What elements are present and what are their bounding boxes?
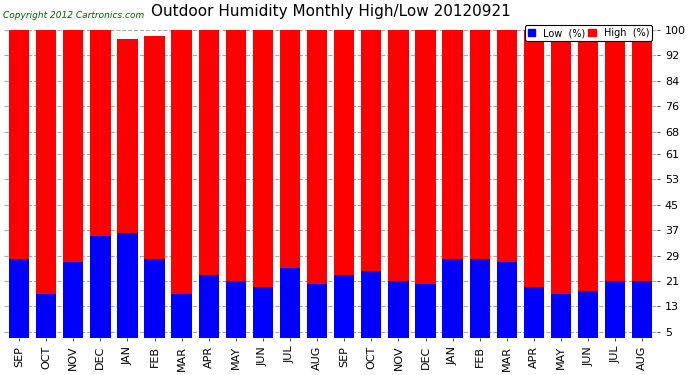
Bar [388,30,408,348]
Bar [253,30,273,348]
Bar [605,281,625,348]
Bar [226,281,246,348]
Bar [63,30,83,348]
Bar [199,30,219,348]
Bar [415,284,435,348]
Bar [578,30,598,348]
Bar [117,39,137,348]
Bar [605,30,625,348]
Bar [199,274,219,348]
Bar [361,30,382,348]
Bar [388,281,408,348]
Bar [253,287,273,348]
Bar [307,30,327,348]
Bar [415,30,435,348]
Bar [632,30,653,348]
Bar [226,30,246,348]
Bar [307,284,327,348]
Bar [361,272,382,348]
Bar [9,30,29,348]
Bar [334,30,355,348]
Bar [90,237,110,348]
Bar [551,294,571,348]
Bar [524,30,544,348]
Bar [117,233,137,348]
Bar [63,262,83,348]
Bar [470,259,490,348]
Bar [442,30,463,348]
Legend: Low  (%), High  (%): Low (%), High (%) [524,25,652,41]
Bar [36,294,57,348]
Bar [497,262,517,348]
Bar [497,30,517,348]
Bar [551,30,571,348]
Bar [144,259,165,348]
Bar [36,30,57,348]
Title: Outdoor Humidity Monthly High/Low 20120921: Outdoor Humidity Monthly High/Low 201209… [151,4,511,19]
Bar [9,259,29,348]
Bar [280,268,300,348]
Bar [524,287,544,348]
Bar [334,274,355,348]
Bar [578,291,598,348]
Text: Copyright 2012 Cartronics.com: Copyright 2012 Cartronics.com [3,11,145,20]
Bar [442,259,463,348]
Bar [280,30,300,348]
Bar [172,294,192,348]
Bar [470,30,490,348]
Bar [172,30,192,348]
Bar [90,30,110,348]
Bar [632,281,653,348]
Bar [144,36,165,348]
